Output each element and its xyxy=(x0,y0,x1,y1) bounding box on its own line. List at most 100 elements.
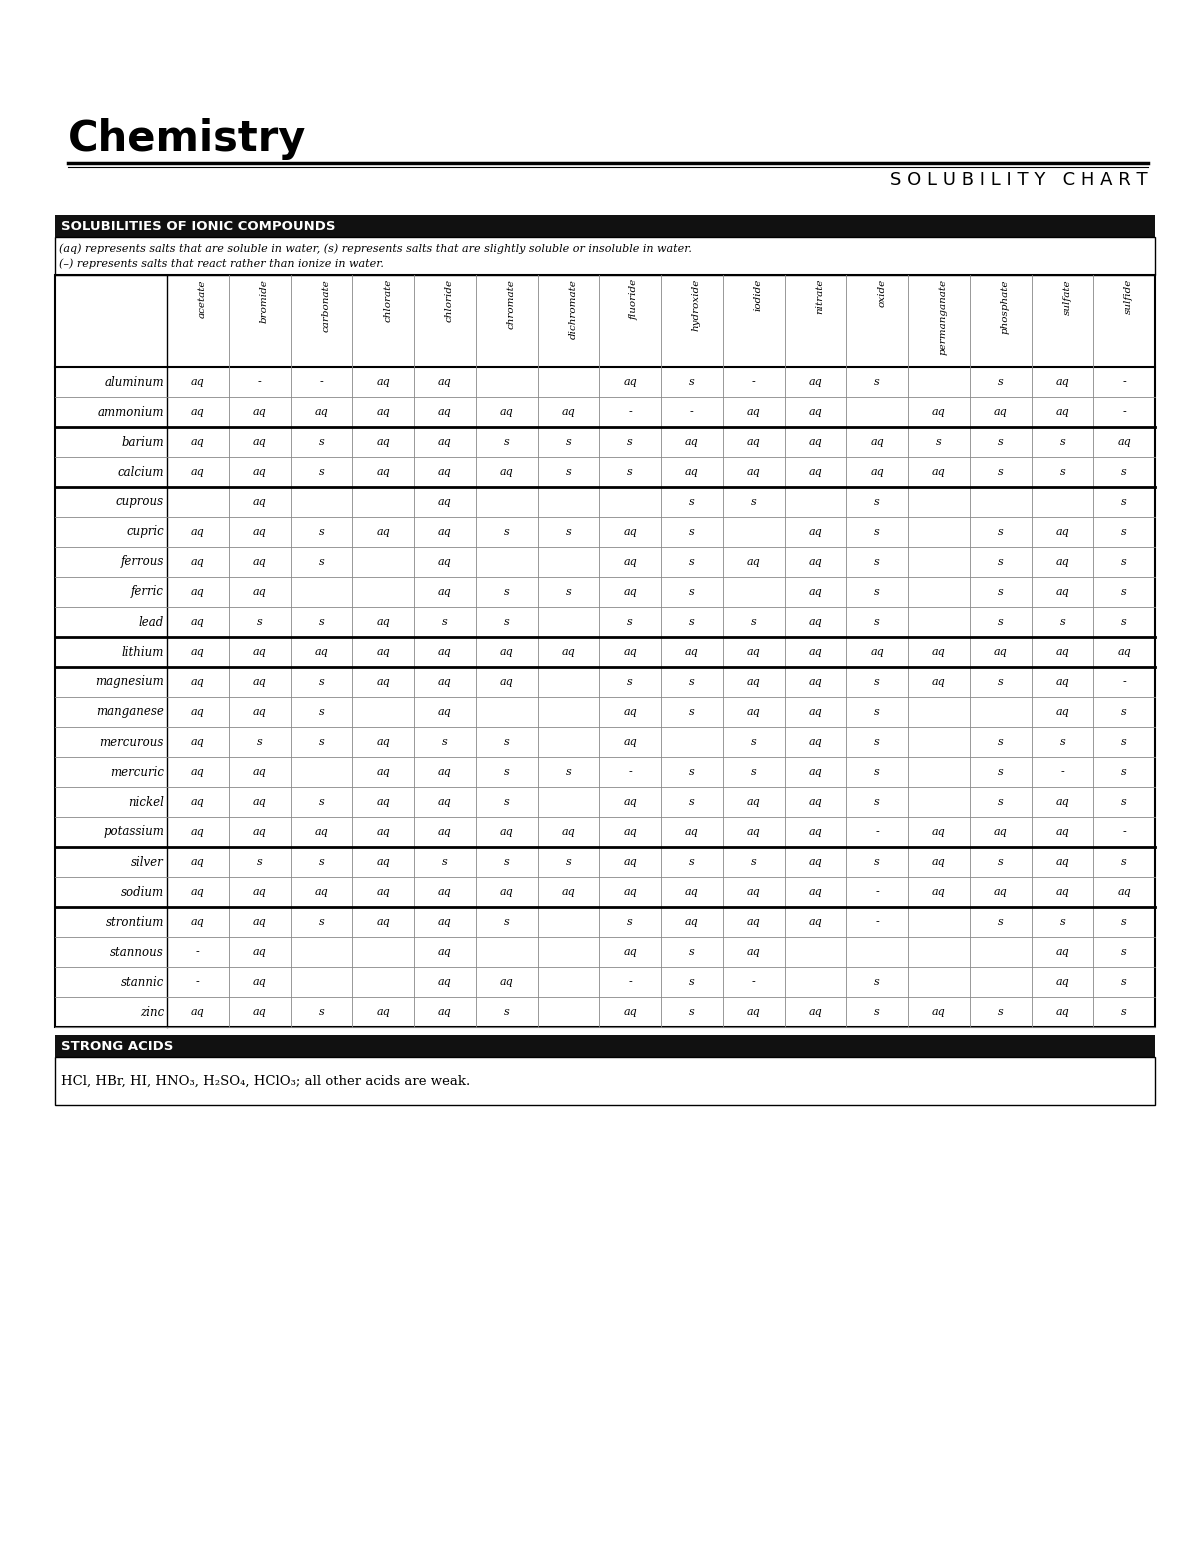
Text: s: s xyxy=(504,797,510,808)
Text: aq: aq xyxy=(746,797,761,808)
Text: s: s xyxy=(257,738,263,747)
Text: strontium: strontium xyxy=(106,916,164,929)
Text: potassium: potassium xyxy=(103,826,164,839)
Text: s: s xyxy=(875,1006,880,1017)
Text: aq: aq xyxy=(377,648,390,657)
Text: carbonate: carbonate xyxy=(322,280,330,332)
Text: s: s xyxy=(689,677,695,686)
Text: stannous: stannous xyxy=(110,946,164,958)
Text: aq: aq xyxy=(438,436,451,447)
Text: aq: aq xyxy=(746,436,761,447)
Text: aq: aq xyxy=(932,677,946,686)
Text: s: s xyxy=(689,617,695,627)
Text: s: s xyxy=(504,587,510,596)
Text: aq: aq xyxy=(377,467,390,477)
Text: aluminum: aluminum xyxy=(104,376,164,388)
Text: s: s xyxy=(565,436,571,447)
Text: s: s xyxy=(1121,947,1127,957)
Text: s: s xyxy=(504,916,510,927)
Text: s: s xyxy=(1121,797,1127,808)
Text: aq: aq xyxy=(746,677,761,686)
Text: (–) represents salts that react rather than ionize in water.: (–) represents salts that react rather t… xyxy=(59,258,384,269)
Text: s: s xyxy=(257,617,263,627)
Text: aq: aq xyxy=(870,436,884,447)
Text: aq: aq xyxy=(377,857,390,867)
Text: cupric: cupric xyxy=(126,525,164,539)
Text: s: s xyxy=(997,436,1003,447)
Text: aq: aq xyxy=(253,887,266,898)
Text: aq: aq xyxy=(809,797,822,808)
Text: s: s xyxy=(318,436,324,447)
Text: aq: aq xyxy=(191,828,205,837)
Text: aq: aq xyxy=(191,797,205,808)
Text: aq: aq xyxy=(1056,797,1069,808)
Text: s: s xyxy=(1121,857,1127,867)
Text: dichromate: dichromate xyxy=(569,280,577,339)
Text: fluoride: fluoride xyxy=(630,280,640,320)
Text: s: s xyxy=(997,797,1003,808)
Text: aq: aq xyxy=(253,767,266,776)
Text: s: s xyxy=(875,977,880,988)
Text: aq: aq xyxy=(746,467,761,477)
Text: ferric: ferric xyxy=(131,585,164,598)
Text: aq: aq xyxy=(377,828,390,837)
Text: s: s xyxy=(875,797,880,808)
Bar xyxy=(55,1034,1154,1058)
Text: s: s xyxy=(318,707,324,717)
Text: aq: aq xyxy=(623,738,637,747)
Text: aq: aq xyxy=(746,916,761,927)
Text: cuprous: cuprous xyxy=(116,495,164,508)
Text: aq: aq xyxy=(499,887,514,898)
Text: s: s xyxy=(751,617,756,627)
Text: s: s xyxy=(504,738,510,747)
Text: aq: aq xyxy=(1056,707,1069,717)
Text: -: - xyxy=(690,407,694,418)
Text: aq: aq xyxy=(809,887,822,898)
Text: aq: aq xyxy=(377,617,390,627)
Text: s: s xyxy=(565,767,571,776)
Text: SOLUBILITIES OF IONIC COMPOUNDS: SOLUBILITIES OF IONIC COMPOUNDS xyxy=(61,219,336,233)
Text: s: s xyxy=(257,857,263,867)
Text: barium: barium xyxy=(121,435,164,449)
Text: aq: aq xyxy=(438,916,451,927)
Text: aq: aq xyxy=(191,648,205,657)
Text: s: s xyxy=(875,377,880,387)
Text: aq: aq xyxy=(499,648,514,657)
Text: aq: aq xyxy=(253,467,266,477)
Text: aq: aq xyxy=(377,887,390,898)
Text: aq: aq xyxy=(377,916,390,927)
Text: aq: aq xyxy=(438,467,451,477)
Text: aq: aq xyxy=(746,407,761,418)
Text: mercuric: mercuric xyxy=(110,766,164,778)
Text: s: s xyxy=(504,857,510,867)
Text: aq: aq xyxy=(1056,828,1069,837)
Text: mercurous: mercurous xyxy=(100,736,164,749)
Text: aq: aq xyxy=(562,407,575,418)
Text: aq: aq xyxy=(438,947,451,957)
Text: aq: aq xyxy=(253,828,266,837)
Text: aq: aq xyxy=(623,707,637,717)
Text: permanganate: permanganate xyxy=(938,280,948,356)
Text: aq: aq xyxy=(685,887,698,898)
Text: aq: aq xyxy=(377,436,390,447)
Text: aq: aq xyxy=(438,828,451,837)
Text: aq: aq xyxy=(191,526,205,537)
Text: aq: aq xyxy=(623,526,637,537)
Text: s: s xyxy=(504,617,510,627)
Text: aq: aq xyxy=(623,887,637,898)
Text: ferrous: ferrous xyxy=(121,556,164,568)
Text: aq: aq xyxy=(191,377,205,387)
Text: s: s xyxy=(318,617,324,627)
Text: aq: aq xyxy=(438,407,451,418)
Text: aq: aq xyxy=(746,558,761,567)
Text: aq: aq xyxy=(932,407,946,418)
Text: s: s xyxy=(997,587,1003,596)
Text: s: s xyxy=(875,767,880,776)
Text: aq: aq xyxy=(253,648,266,657)
Text: aq: aq xyxy=(809,407,822,418)
Text: s: s xyxy=(318,467,324,477)
Text: s: s xyxy=(628,916,634,927)
Text: aq: aq xyxy=(253,526,266,537)
Text: -: - xyxy=(875,828,878,837)
Text: aq: aq xyxy=(253,797,266,808)
